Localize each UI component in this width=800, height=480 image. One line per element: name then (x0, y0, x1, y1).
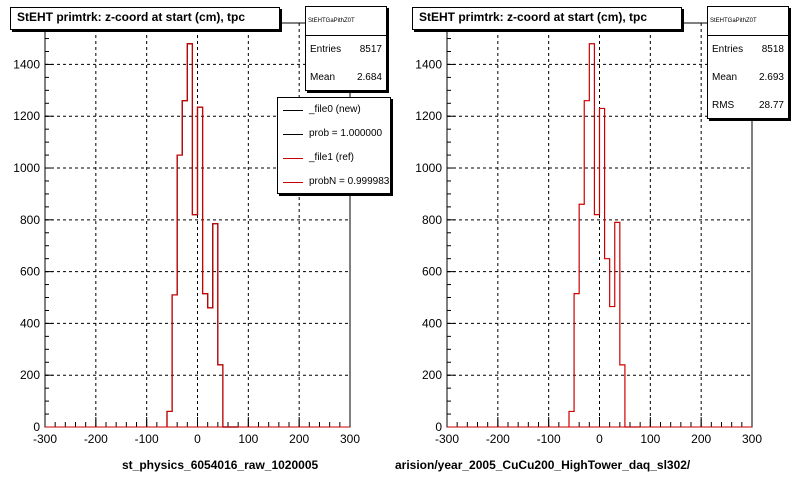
left-ytick-label: 600 (20, 265, 40, 279)
legend-swatch-prob (283, 133, 303, 135)
left-ytick-label: 1400 (13, 57, 40, 71)
left-xtick-label: 0 (194, 432, 201, 446)
right-stats-mean: Mean 2.693 (708, 64, 788, 92)
left-plot: 0 200 400 600 800 1000 1200 1400 -300 -200 -100 0 10… (13, 22, 360, 446)
right-xtick-label: 100 (640, 432, 660, 446)
legend-label-file0: _file0 (new) (309, 104, 361, 115)
right-chart-title-text: StEHT primtrk: z-coord at start (cm), tp… (419, 10, 648, 24)
right-ytick-label: 0 (435, 420, 442, 434)
right-mean-value: 2.693 (758, 72, 784, 83)
legend-label-probn: probN = 0.999983 (309, 176, 390, 187)
left-ytick-label: 800 (20, 213, 40, 227)
right-series-file1-ref (568, 43, 641, 428)
left-ytick-label: 1200 (13, 109, 40, 123)
right-chart-title: StEHT primtrk: z-coord at start (cm), tp… (412, 7, 682, 30)
left-mean-label: Mean (310, 72, 336, 83)
right-stats-entries: Entries 8518 (708, 36, 788, 64)
legend-entry-probn: probN = 0.999983 (278, 170, 390, 193)
left-stats-mean: Mean 2.684 (306, 64, 386, 92)
left-x-axis-title: st_physics_6054016_raw_1020005 (122, 458, 319, 472)
left-xtick-label: 100 (238, 432, 258, 446)
right-ytick-label: 1400 (415, 57, 442, 71)
legend-swatch-probn (283, 181, 303, 183)
right-entries-label: Entries (712, 44, 744, 55)
right-xtick-label: 300 (742, 432, 762, 446)
legend-entry-file0: _file0 (new) (278, 98, 390, 122)
left-chart-title-text: StEHT primtrk: z-coord at start (cm), tp… (17, 10, 246, 24)
left-entries-label: Entries (310, 44, 342, 55)
left-stats-box: StEHTGaPithZ0T Entries 8517 Mean 2.684 (305, 6, 387, 91)
right-xtick-label: -300 (435, 432, 459, 446)
right-x-axis-title: arision/year_2005_CuCu200_HighTower_daq_… (395, 458, 691, 472)
left-xtick-label: 200 (289, 432, 309, 446)
left-xtick-label: 300 (340, 432, 360, 446)
right-mean-label: Mean (712, 72, 738, 83)
right-rms-value: 28.77 (758, 100, 784, 111)
left-ytick-label: 400 (20, 316, 40, 330)
left-ytick-label: 1000 (13, 161, 40, 175)
left-xtick-label: -300 (33, 432, 57, 446)
right-ytick-label: 600 (422, 265, 442, 279)
left-xtick-label: -100 (135, 432, 159, 446)
left-xtick-label: -200 (84, 432, 108, 446)
right-stats-rms: RMS 28.77 (708, 92, 788, 120)
legend-label-file1: _file1 (ref) (309, 152, 355, 163)
left-chart-title: StEHT primtrk: z-coord at start (cm), tp… (10, 7, 280, 30)
right-ytick-label: 1200 (415, 109, 442, 123)
right-xtick-label: -100 (537, 432, 561, 446)
left-ytick-label: 0 (33, 420, 40, 434)
left-stats-header: StEHTGaPithZ0T (306, 7, 386, 36)
right-stats-box: StEHTGaPithZ0T Entries 8518 Mean 2.693 RMS… (707, 6, 789, 119)
left-ytick-label: 200 (20, 368, 40, 382)
legend-label-prob: prob = 1.000000 (309, 128, 383, 139)
legend-entry-prob: prob = 1.000000 (278, 122, 390, 146)
left-mean-value: 2.684 (356, 72, 382, 83)
right-stats-header: StEHTGaPithZ0T (708, 7, 788, 36)
left-legend: _file0 (new) prob = 1.000000 _file1 (ref… (277, 97, 391, 194)
legend-swatch-file0 (283, 109, 303, 111)
right-xtick-label: 0 (596, 432, 603, 446)
right-xtick-label: -200 (486, 432, 510, 446)
left-stats-entries: Entries 8517 (306, 36, 386, 64)
legend-swatch-file1 (283, 157, 303, 159)
right-ytick-label: 800 (422, 213, 442, 227)
legend-entry-file1: _file1 (ref) (278, 146, 390, 170)
right-entries-value: 8518 (761, 44, 784, 55)
left-entries-value: 8517 (359, 44, 382, 55)
left-series-file1-ref (166, 43, 239, 428)
right-ytick-label: 200 (422, 368, 442, 382)
right-ytick-label: 400 (422, 316, 442, 330)
right-plot: 0 200 400 600 800 1000 1200 1400 -300 -200 -100 0 10… (415, 22, 762, 446)
right-ytick-label: 1000 (415, 161, 442, 175)
right-rms-label: RMS (712, 100, 735, 111)
right-xtick-label: 200 (691, 432, 711, 446)
